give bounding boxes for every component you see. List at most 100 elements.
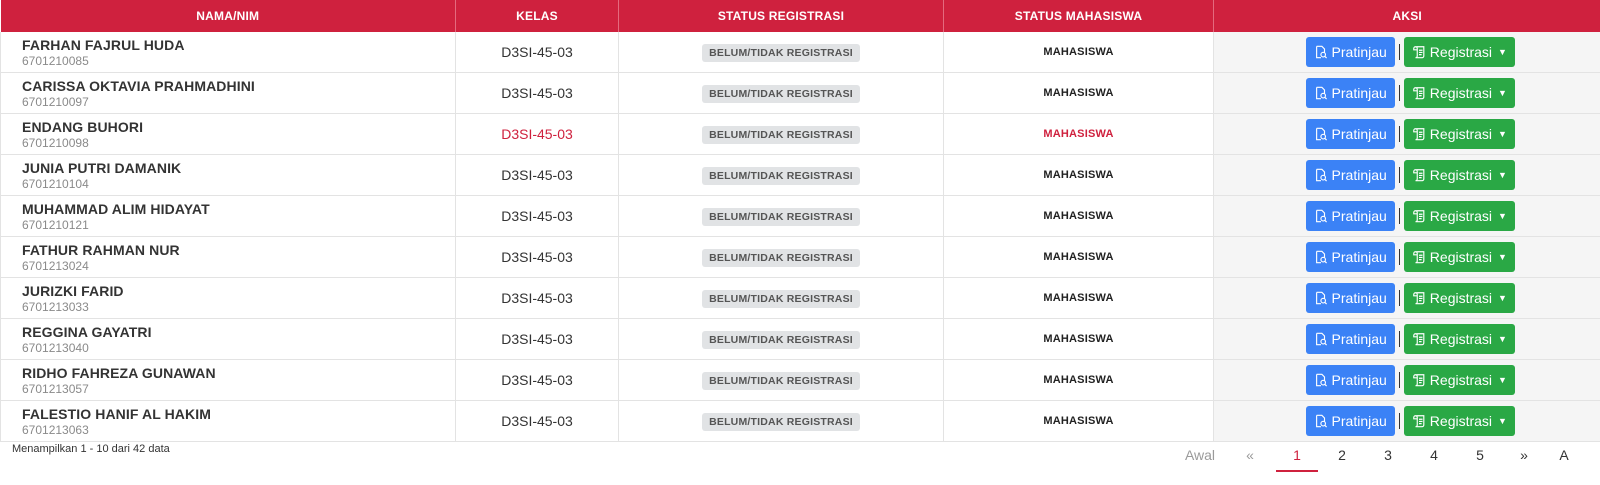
student-name: REGGINA GAYATRI bbox=[22, 323, 152, 340]
status-registrasi-cell: BELUM/TIDAK REGISTRASI bbox=[618, 154, 944, 196]
registrasi-label: Registrasi bbox=[1429, 126, 1493, 142]
student-name: FALESTIO HANIF AL HAKIM bbox=[22, 405, 211, 422]
action-separator bbox=[1398, 331, 1400, 347]
pratinjau-button[interactable]: Pratinjau bbox=[1305, 160, 1395, 190]
scroll-icon bbox=[1412, 45, 1430, 59]
student-nim: 6701213057 bbox=[22, 381, 89, 396]
pratinjau-label: Pratinjau bbox=[1331, 167, 1387, 183]
name-nim-cell: FARHAN FAJRUL HUDA 6701210085 bbox=[0, 32, 456, 73]
aksi-cell: Pratinjau Registrasi ▼ bbox=[1213, 195, 1600, 237]
table-header-row: NAMA/NIM KELAS STATUS REGISTRASI STATUS … bbox=[0, 0, 1600, 32]
status-registrasi-badge: BELUM/TIDAK REGISTRASI bbox=[702, 167, 860, 185]
status-mahasiswa-cell: MAHASISWA bbox=[943, 400, 1214, 442]
action-separator bbox=[1398, 44, 1400, 60]
page-link-1[interactable]: 1 bbox=[1276, 438, 1318, 472]
registrasi-dropdown-button[interactable]: Registrasi ▼ bbox=[1403, 78, 1515, 108]
action-separator bbox=[1398, 167, 1400, 183]
registrasi-dropdown-button[interactable]: Registrasi ▼ bbox=[1403, 119, 1515, 149]
pratinjau-button[interactable]: Pratinjau bbox=[1305, 242, 1395, 272]
document-search-icon bbox=[1314, 86, 1332, 100]
registrasi-dropdown-button[interactable]: Registrasi ▼ bbox=[1403, 37, 1515, 67]
table-row: ENDANG BUHORI 6701210098 D3SI-45-03 BELUM/T… bbox=[0, 113, 1600, 155]
student-nim: 6701213033 bbox=[22, 299, 89, 314]
student-name: FATHUR RAHMAN NUR bbox=[22, 241, 180, 258]
page-link-2[interactable]: 2 bbox=[1338, 447, 1346, 463]
pratinjau-button[interactable]: Pratinjau bbox=[1305, 201, 1395, 231]
header-status-mahasiswa: STATUS MAHASISWA bbox=[943, 0, 1214, 32]
caret-down-icon: ▼ bbox=[1498, 375, 1507, 385]
table-row: JURIZKI FARID 6701213033 D3SI-45-03 BELUM/T… bbox=[0, 277, 1600, 319]
name-nim-cell: CARISSA OKTAVIA PRAHMADHINI 6701210097 bbox=[0, 72, 456, 114]
registrasi-label: Registrasi bbox=[1429, 413, 1493, 429]
pratinjau-button[interactable]: Pratinjau bbox=[1305, 78, 1395, 108]
aksi-cell: Pratinjau Registrasi ▼ bbox=[1213, 277, 1600, 319]
aksi-cell: Pratinjau Registrasi ▼ bbox=[1213, 72, 1600, 114]
registrasi-dropdown-button[interactable]: Registrasi ▼ bbox=[1403, 283, 1515, 313]
status-mahasiswa-cell: MAHASISWA bbox=[943, 154, 1214, 196]
registrasi-dropdown-button[interactable]: Registrasi ▼ bbox=[1403, 160, 1515, 190]
header-nama-nim: NAMA/NIM bbox=[0, 0, 456, 32]
registrasi-label: Registrasi bbox=[1429, 44, 1493, 60]
page-link-5[interactable]: 5 bbox=[1476, 447, 1484, 463]
registrasi-dropdown-button[interactable]: Registrasi ▼ bbox=[1403, 406, 1515, 436]
pratinjau-label: Pratinjau bbox=[1331, 44, 1387, 60]
pratinjau-label: Pratinjau bbox=[1331, 372, 1387, 388]
header-status-registrasi: STATUS REGISTRASI bbox=[618, 0, 944, 32]
status-mahasiswa-cell: MAHASISWA bbox=[943, 359, 1214, 401]
status-registrasi-badge: BELUM/TIDAK REGISTRASI bbox=[702, 372, 860, 390]
kelas-cell: D3SI-45-03 bbox=[455, 236, 619, 278]
action-separator bbox=[1398, 372, 1400, 388]
status-registrasi-cell: BELUM/TIDAK REGISTRASI bbox=[618, 318, 944, 360]
aksi-cell: Pratinjau Registrasi ▼ bbox=[1213, 236, 1600, 278]
student-nim: 6701213063 bbox=[22, 422, 89, 437]
pratinjau-button[interactable]: Pratinjau bbox=[1305, 365, 1395, 395]
aksi-cell: Pratinjau Registrasi ▼ bbox=[1213, 32, 1600, 73]
page-first-link[interactable]: Awal bbox=[1184, 447, 1216, 463]
pratinjau-button[interactable]: Pratinjau bbox=[1305, 119, 1395, 149]
registrasi-dropdown-button[interactable]: Registrasi ▼ bbox=[1403, 242, 1515, 272]
page-next-link[interactable]: » bbox=[1520, 447, 1528, 463]
aksi-cell: Pratinjau Registrasi ▼ bbox=[1213, 113, 1600, 155]
status-registrasi-badge: BELUM/TIDAK REGISTRASI bbox=[702, 290, 860, 308]
document-search-icon bbox=[1314, 127, 1332, 141]
status-registrasi-badge: BELUM/TIDAK REGISTRASI bbox=[702, 249, 860, 267]
pratinjau-button[interactable]: Pratinjau bbox=[1305, 283, 1395, 313]
caret-down-icon: ▼ bbox=[1498, 129, 1507, 139]
pagination-info: Menampilkan 1 - 10 dari 42 data bbox=[12, 443, 170, 455]
student-name: RIDHO FAHREZA GUNAWAN bbox=[22, 364, 216, 381]
kelas-cell: D3SI-45-03 bbox=[455, 359, 619, 401]
name-nim-cell: FATHUR RAHMAN NUR 6701213024 bbox=[0, 236, 456, 278]
table-row: REGGINA GAYATRI 6701213040 D3SI-45-03 BELUM… bbox=[0, 318, 1600, 360]
status-mahasiswa-cell: MAHASISWA bbox=[943, 113, 1214, 155]
page-link-4[interactable]: 4 bbox=[1430, 447, 1438, 463]
status-registrasi-cell: BELUM/TIDAK REGISTRASI bbox=[618, 195, 944, 237]
aksi-cell: Pratinjau Registrasi ▼ bbox=[1213, 359, 1600, 401]
name-nim-cell: FALESTIO HANIF AL HAKIM 6701213063 bbox=[0, 400, 456, 442]
status-registrasi-cell: BELUM/TIDAK REGISTRASI bbox=[618, 277, 944, 319]
document-search-icon bbox=[1314, 209, 1332, 223]
action-separator bbox=[1398, 126, 1400, 142]
pratinjau-button[interactable]: Pratinjau bbox=[1305, 406, 1395, 436]
pratinjau-label: Pratinjau bbox=[1331, 126, 1387, 142]
registrasi-dropdown-button[interactable]: Registrasi ▼ bbox=[1403, 324, 1515, 354]
page-prev-link[interactable]: « bbox=[1246, 447, 1254, 463]
document-search-icon bbox=[1314, 168, 1332, 182]
status-registrasi-cell: BELUM/TIDAK REGISTRASI bbox=[618, 32, 944, 73]
registrasi-dropdown-button[interactable]: Registrasi ▼ bbox=[1403, 201, 1515, 231]
registrasi-label: Registrasi bbox=[1429, 167, 1493, 183]
caret-down-icon: ▼ bbox=[1498, 211, 1507, 221]
student-nim: 6701213024 bbox=[22, 258, 89, 273]
pratinjau-label: Pratinjau bbox=[1331, 290, 1387, 306]
table-row: RIDHO FAHREZA GUNAWAN 6701213057 D3SI-45-0… bbox=[0, 359, 1600, 401]
pratinjau-button[interactable]: Pratinjau bbox=[1305, 324, 1395, 354]
status-mahasiswa-cell: MAHASISWA bbox=[943, 318, 1214, 360]
student-nim: 6701213040 bbox=[22, 340, 89, 355]
pratinjau-button[interactable]: Pratinjau bbox=[1305, 37, 1395, 67]
page-last-link[interactable]: A bbox=[1559, 447, 1569, 463]
student-name: FARHAN FAJRUL HUDA bbox=[22, 36, 185, 53]
status-registrasi-badge: BELUM/TIDAK REGISTRASI bbox=[702, 126, 860, 144]
page-link-3[interactable]: 3 bbox=[1384, 447, 1392, 463]
registrasi-dropdown-button[interactable]: Registrasi ▼ bbox=[1403, 365, 1515, 395]
status-registrasi-badge: BELUM/TIDAK REGISTRASI bbox=[702, 413, 860, 431]
scroll-icon bbox=[1412, 373, 1430, 387]
